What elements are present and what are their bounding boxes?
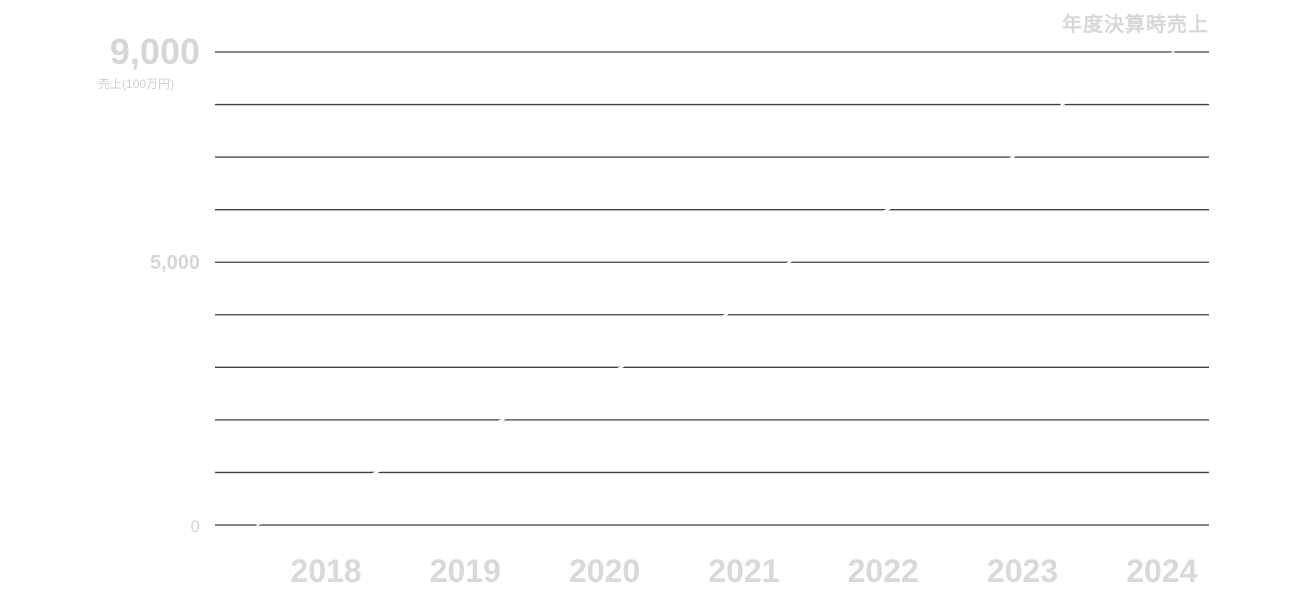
y-axis-label: 売上(100万円): [98, 77, 175, 91]
data-point: [256, 524, 258, 526]
x-tick-labels: 2018 2019 2020 2021 2022 2023 2024: [290, 553, 1197, 589]
data-point: [620, 366, 622, 368]
data-point: [1173, 51, 1175, 53]
y-tick-label: 0: [191, 517, 200, 536]
y-tick-label: 9,000: [110, 31, 200, 72]
x-tick-label: 2023: [987, 553, 1058, 589]
data-point: [1012, 156, 1014, 158]
data-point: [886, 209, 888, 211]
chart-title: 年度決算時売上: [1062, 14, 1209, 36]
data-point: [1061, 104, 1063, 106]
data-point: [725, 314, 727, 316]
x-tick-label: 2021: [708, 553, 779, 589]
data-point: [501, 419, 503, 421]
gridlines: [215, 51, 1209, 526]
x-tick-label: 2024: [1126, 553, 1197, 589]
series-layer: [256, 51, 1175, 526]
data-point: [788, 261, 790, 263]
series-line: [256, 51, 1175, 526]
x-tick-label: 2019: [430, 553, 501, 589]
data-point: [375, 471, 377, 473]
x-tick-label: 2018: [290, 553, 361, 589]
x-tick-label: 2020: [569, 553, 640, 589]
x-tick-label: 2022: [848, 553, 919, 589]
y-tick-labels: 0 5,000 9,000: [110, 31, 200, 536]
y-tick-label: 5,000: [150, 252, 200, 274]
